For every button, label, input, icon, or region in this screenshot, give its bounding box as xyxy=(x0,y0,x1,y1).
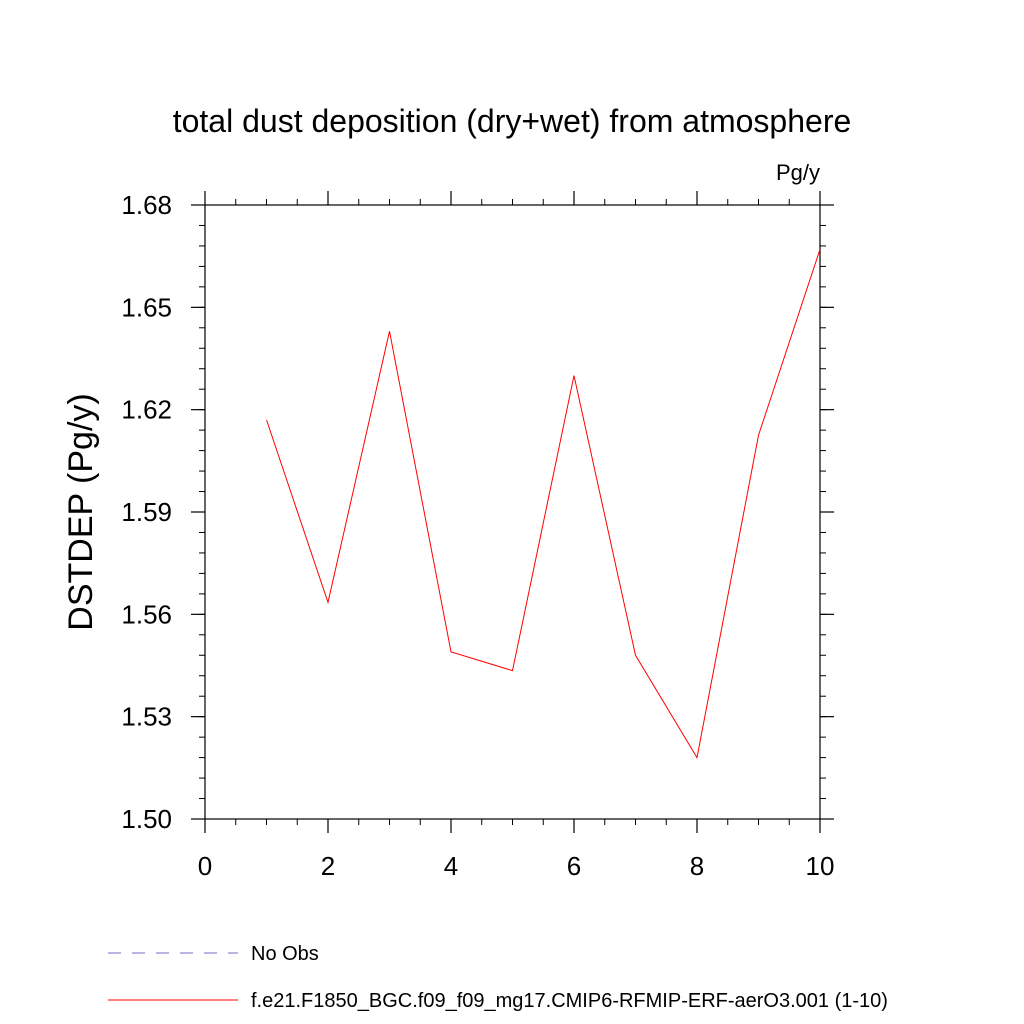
x-tick-label: 2 xyxy=(321,851,335,881)
series-line-0 xyxy=(266,249,821,759)
x-tick-label: 10 xyxy=(806,851,835,881)
y-tick-label: 1.50 xyxy=(121,804,172,834)
y-tick-label: 1.68 xyxy=(121,190,172,220)
y-tick-label: 1.62 xyxy=(121,395,172,425)
y-tick-label: 1.56 xyxy=(121,599,172,629)
legend: No Obs f.e21.F1850_BGC.f09_f09_mg17.CMIP6… xyxy=(108,943,888,1012)
minor-ticks xyxy=(199,199,826,825)
x-tick-label: 0 xyxy=(198,851,212,881)
unit-label: Pg/y xyxy=(776,160,820,185)
series-lines xyxy=(266,249,821,759)
y-tick-label: 1.59 xyxy=(121,497,172,527)
y-tick-label: 1.53 xyxy=(121,702,172,732)
legend-label-0: f.e21.F1850_BGC.f09_f09_mg17.CMIP6-RFMIP… xyxy=(251,990,888,1012)
tick-labels: 0 2 4 6 8 10 1.50 1.53 1.56 1.59 1.62 1.65 1.68 xyxy=(121,190,834,881)
x-tick-label: 4 xyxy=(444,851,458,881)
major-ticks xyxy=(191,191,834,833)
x-tick-label: 6 xyxy=(567,851,581,881)
legend-label-1: No Obs xyxy=(251,943,319,965)
x-tick-label: 8 xyxy=(690,851,704,881)
y-axis-label: DSTDEP (Pg/y) xyxy=(62,393,100,630)
y-tick-label: 1.65 xyxy=(121,292,172,322)
chart-title: total dust deposition (dry+wet) from atm… xyxy=(173,103,852,139)
